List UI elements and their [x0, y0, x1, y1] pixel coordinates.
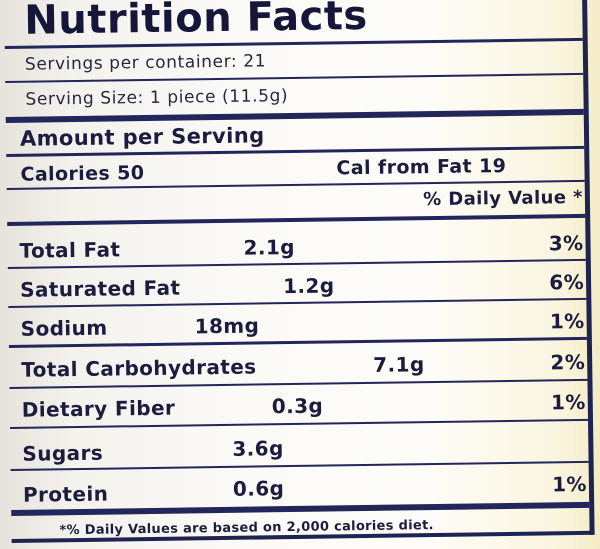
nutrient-name: Sodium [20, 315, 108, 341]
nutrient-name: Saturated Fat [19, 275, 181, 302]
nutrient-amount: 0.6g [232, 476, 285, 501]
nutrient-name: Total Fat [19, 237, 121, 263]
nutrient-daily-value [490, 432, 586, 433]
daily-value-rule [7, 213, 586, 226]
nutrition-facts-label: Nutrition Facts Servings per container: … [4, 0, 595, 543]
calories-from-fat: Cal from Fat 19 [336, 155, 507, 180]
nutrient-amount: 3.6g [232, 436, 284, 461]
nutrient-amount: 1.2g [282, 273, 335, 299]
label-title: Nutrition Facts [24, 0, 369, 44]
serving-size: Serving Size: 1 piece (11.5g) [25, 86, 289, 110]
nutrient-daily-value: 6% [549, 269, 585, 295]
daily-value-footnote: *% Daily Values are based on 2,000 calor… [59, 518, 434, 539]
calories: Calories 50 [20, 162, 145, 186]
nutrient-daily-value: 2% [550, 349, 586, 375]
servings-per-container: Servings per container: 21 [24, 51, 267, 75]
nutrient-amount: 0.3g [271, 393, 324, 419]
amount-per-serving-heading: Amount per Serving [19, 123, 265, 151]
nutrient-name: Dietary Fiber [21, 395, 176, 422]
nutrient-amount: 7.1g [373, 352, 425, 377]
nutrient-daily-value: 1% [551, 471, 588, 497]
daily-value-heading: % Daily Value * [423, 186, 584, 211]
nutrient-daily-value: 3% [548, 230, 584, 256]
nutrient-name: Total Carbohydrates [21, 354, 257, 382]
nutrient-daily-value: 1% [550, 389, 586, 415]
nutrient-amount: 18mg [194, 313, 260, 339]
nutrient-daily-value: 1% [549, 308, 585, 334]
servings-rule [5, 72, 584, 83]
nutrient-amount: 2.1g [243, 234, 296, 260]
nutrient-name: Protein [22, 481, 109, 507]
nutrient-name: Sugars [22, 440, 104, 466]
serving-size-thick-rule [5, 108, 584, 123]
